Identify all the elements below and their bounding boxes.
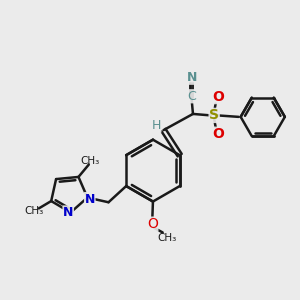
Text: O: O <box>212 90 224 104</box>
Text: CH₃: CH₃ <box>81 156 100 166</box>
Text: CH₃: CH₃ <box>158 233 177 243</box>
Text: CH₃: CH₃ <box>25 206 44 216</box>
Text: N: N <box>85 193 95 206</box>
Text: N: N <box>187 71 197 84</box>
Text: O: O <box>212 127 224 141</box>
Text: H: H <box>152 119 161 132</box>
Text: O: O <box>147 217 158 231</box>
Text: N: N <box>63 206 74 219</box>
Text: C: C <box>188 90 196 103</box>
Text: S: S <box>209 108 219 122</box>
